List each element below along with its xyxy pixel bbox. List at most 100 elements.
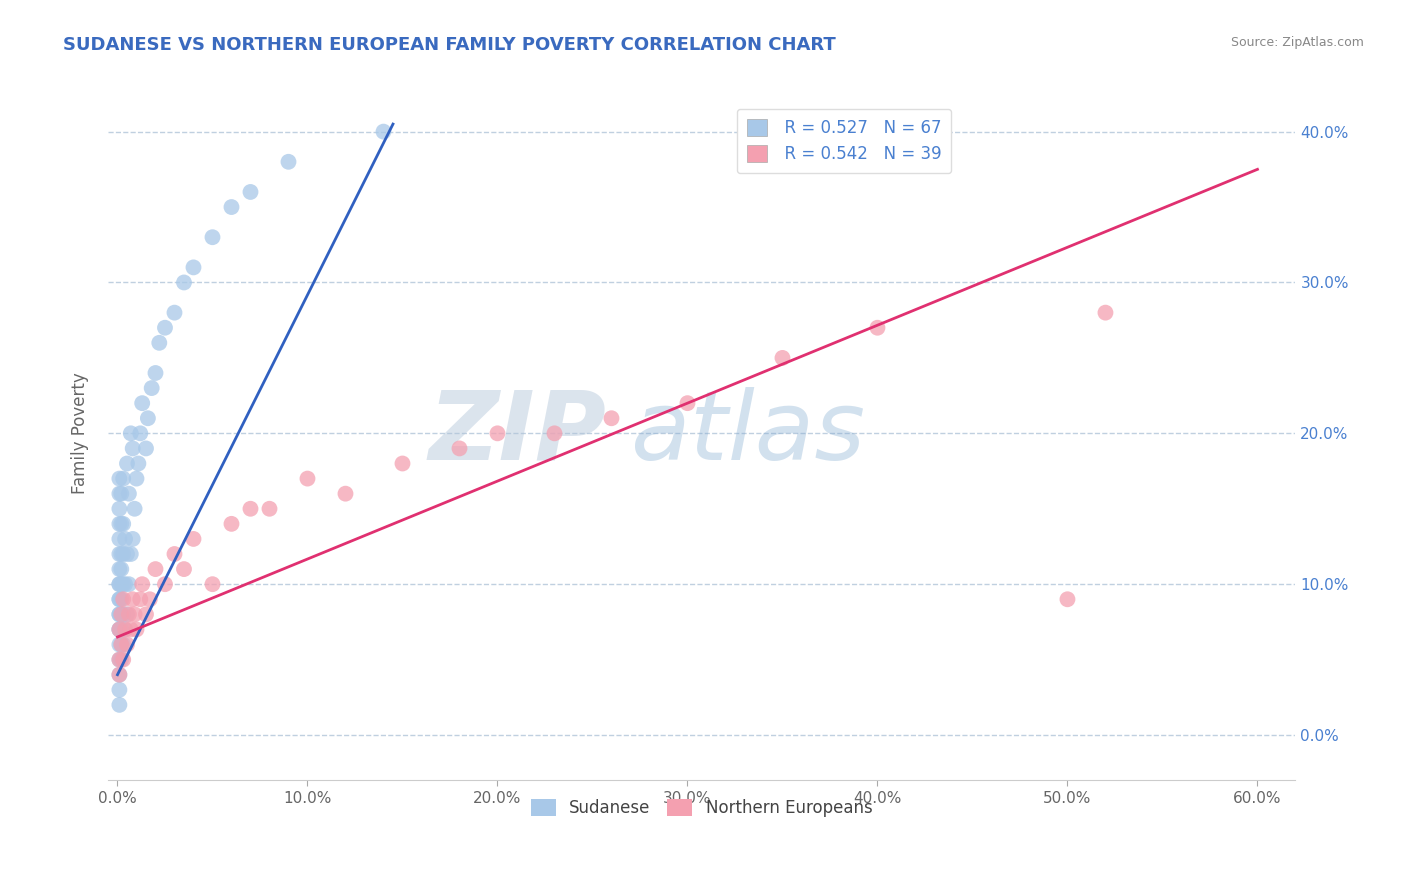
Point	[239, 501, 262, 516]
Point	[121, 442, 143, 456]
Point	[110, 607, 132, 622]
Point	[108, 501, 131, 516]
Y-axis label: Family Poverty: Family Poverty	[72, 373, 89, 494]
Point	[115, 547, 138, 561]
Point	[173, 276, 195, 290]
Point	[110, 623, 132, 637]
Text: ZIP: ZIP	[429, 387, 607, 480]
Point	[110, 562, 132, 576]
Point	[112, 472, 135, 486]
Point	[114, 577, 136, 591]
Point	[173, 562, 195, 576]
Point	[125, 623, 148, 637]
Point	[115, 607, 138, 622]
Point	[110, 652, 132, 666]
Point	[114, 623, 136, 637]
Point	[153, 577, 176, 591]
Point	[486, 426, 509, 441]
Point	[183, 532, 205, 546]
Point	[1056, 592, 1078, 607]
Point	[108, 623, 131, 637]
Point	[145, 366, 167, 380]
Point	[114, 532, 136, 546]
Point	[108, 562, 131, 576]
Point	[121, 592, 143, 607]
Point	[148, 335, 170, 350]
Point	[676, 396, 699, 410]
Point	[108, 682, 131, 697]
Point	[118, 607, 141, 622]
Point	[108, 547, 131, 561]
Point	[153, 320, 176, 334]
Point	[108, 592, 131, 607]
Point	[108, 532, 131, 546]
Point	[110, 592, 132, 607]
Point	[115, 638, 138, 652]
Point	[131, 396, 153, 410]
Point	[108, 516, 131, 531]
Point	[110, 547, 132, 561]
Point	[129, 592, 152, 607]
Point	[163, 305, 186, 319]
Point	[110, 607, 132, 622]
Point	[124, 501, 146, 516]
Point	[141, 381, 163, 395]
Point	[108, 623, 131, 637]
Point	[112, 652, 135, 666]
Point	[139, 592, 162, 607]
Point	[120, 623, 142, 637]
Point	[112, 516, 135, 531]
Point	[108, 472, 131, 486]
Point	[108, 652, 131, 666]
Point	[114, 623, 136, 637]
Point	[772, 351, 794, 365]
Point	[1094, 305, 1116, 319]
Point	[108, 652, 131, 666]
Point	[118, 577, 141, 591]
Point	[543, 426, 565, 441]
Point	[201, 577, 224, 591]
Point	[124, 607, 146, 622]
Point	[373, 125, 395, 139]
Point	[201, 230, 224, 244]
Point	[108, 577, 131, 591]
Point	[115, 457, 138, 471]
Point	[239, 185, 262, 199]
Point	[136, 411, 159, 425]
Point	[110, 486, 132, 500]
Legend: Sudanese, Northern Europeans: Sudanese, Northern Europeans	[524, 792, 879, 824]
Point	[120, 426, 142, 441]
Point	[335, 486, 357, 500]
Point	[145, 562, 167, 576]
Point	[112, 577, 135, 591]
Point	[110, 638, 132, 652]
Point	[121, 532, 143, 546]
Point	[112, 638, 135, 652]
Point	[108, 667, 131, 681]
Point	[449, 442, 471, 456]
Text: SUDANESE VS NORTHERN EUROPEAN FAMILY POVERTY CORRELATION CHART: SUDANESE VS NORTHERN EUROPEAN FAMILY POV…	[63, 36, 837, 54]
Point	[108, 667, 131, 681]
Point	[221, 516, 243, 531]
Point	[135, 442, 157, 456]
Point	[108, 486, 131, 500]
Point	[112, 547, 135, 561]
Point	[163, 547, 186, 561]
Point	[125, 472, 148, 486]
Point	[110, 577, 132, 591]
Point	[108, 592, 131, 607]
Point	[391, 457, 413, 471]
Point	[108, 623, 131, 637]
Point	[112, 607, 135, 622]
Point	[110, 516, 132, 531]
Text: atlas: atlas	[630, 387, 866, 480]
Point	[118, 486, 141, 500]
Point	[259, 501, 281, 516]
Point	[129, 426, 152, 441]
Point	[221, 200, 243, 214]
Point	[297, 472, 319, 486]
Point	[108, 607, 131, 622]
Point	[135, 607, 157, 622]
Point	[127, 457, 149, 471]
Point	[866, 320, 889, 334]
